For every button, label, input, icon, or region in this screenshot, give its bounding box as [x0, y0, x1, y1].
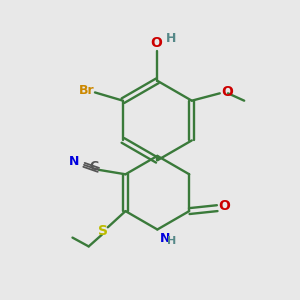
Text: H: H: [167, 236, 176, 246]
Text: O: O: [221, 85, 233, 99]
Text: C: C: [90, 160, 99, 173]
Text: N: N: [69, 155, 80, 168]
Text: S: S: [98, 224, 108, 238]
Text: N: N: [160, 232, 170, 245]
Text: O: O: [219, 199, 231, 213]
Text: O: O: [150, 36, 162, 50]
Text: H: H: [166, 32, 177, 46]
Text: Br: Br: [79, 84, 94, 97]
